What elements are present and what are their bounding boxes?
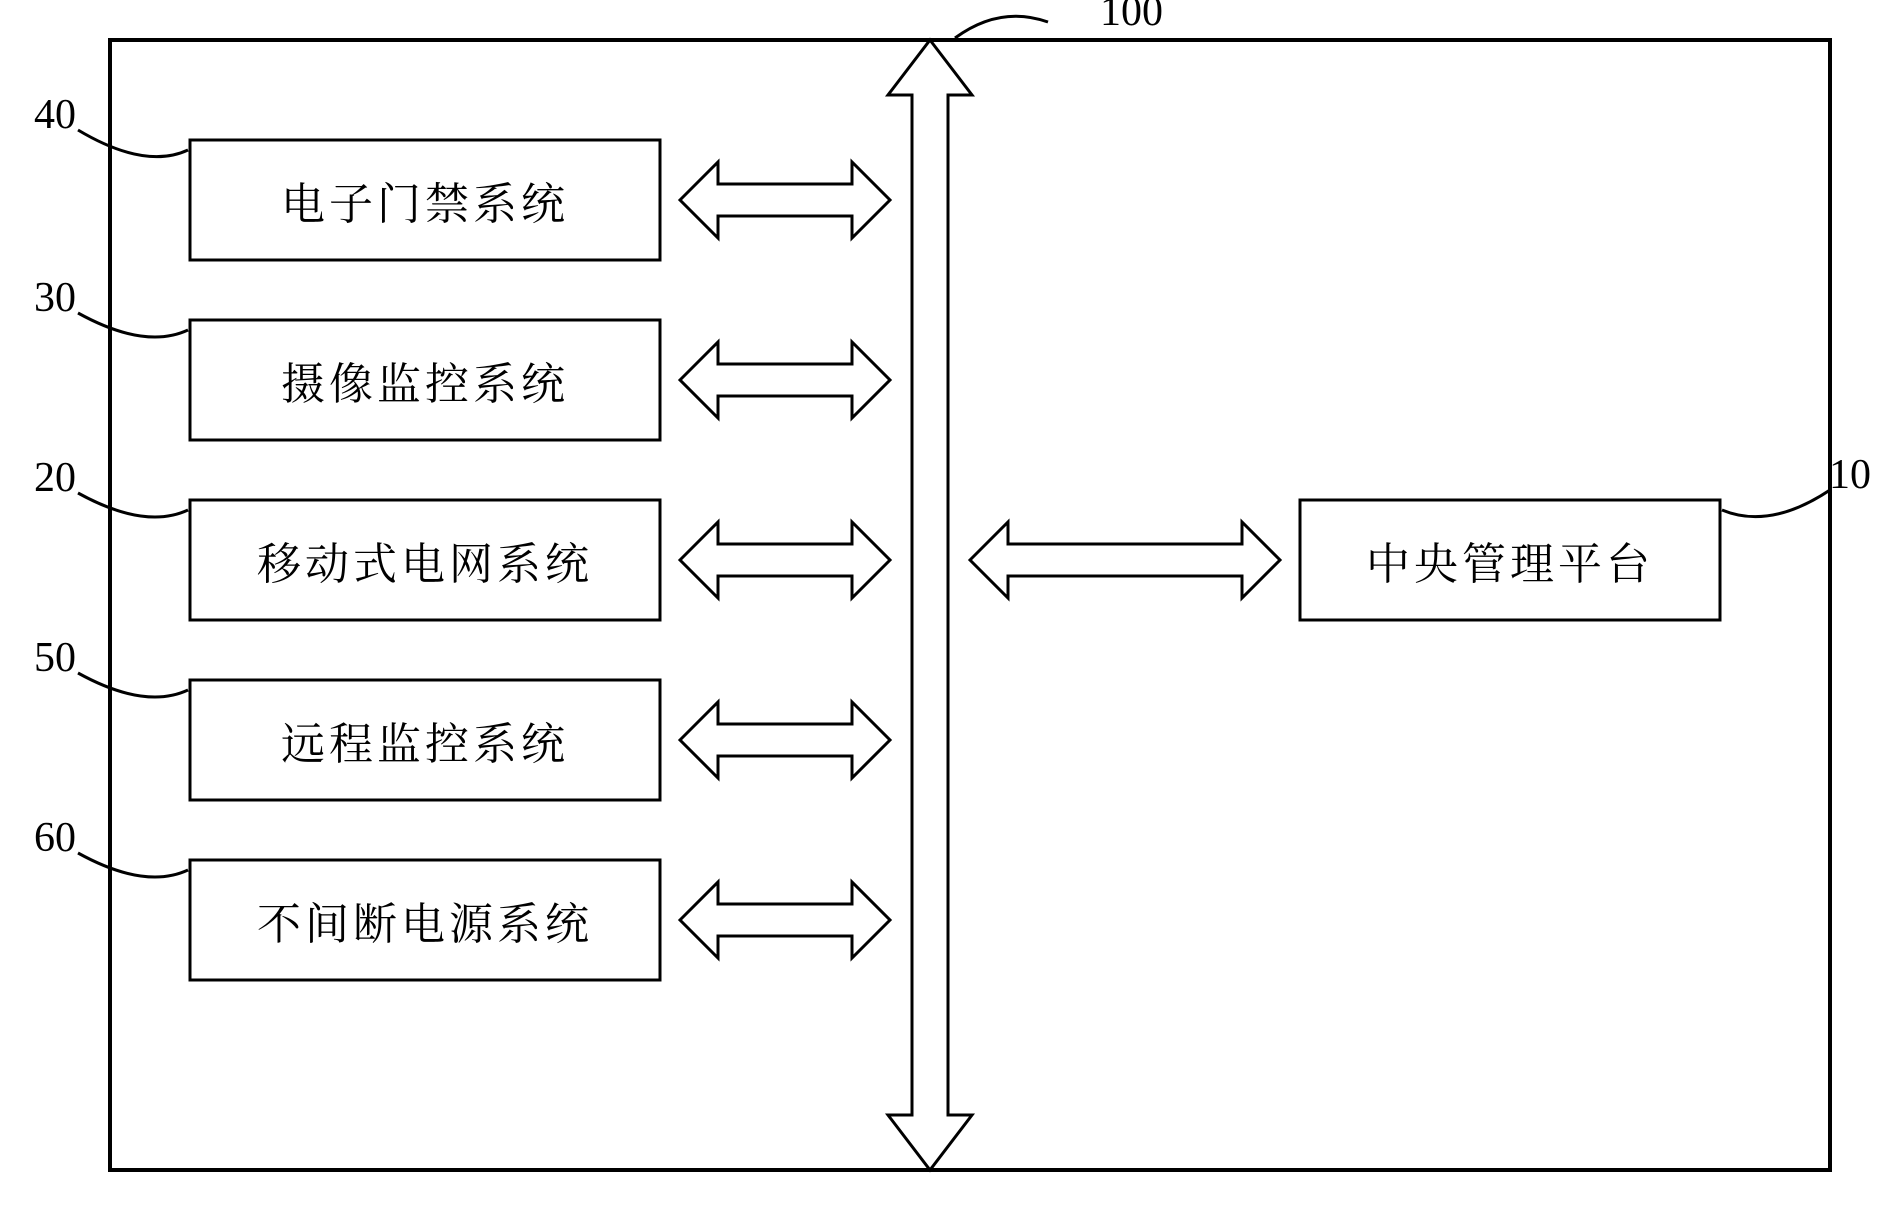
leader-60: [78, 853, 188, 877]
h-arrow-20: [680, 522, 890, 598]
ref-label-100: 100: [1100, 0, 1163, 35]
leader-30: [78, 313, 188, 337]
leader-40: [78, 130, 188, 157]
ref-label-30: 30: [34, 275, 76, 321]
h-arrow-50: [680, 702, 890, 778]
box-30-label: 摄像监控系统: [281, 348, 569, 412]
leader-20: [78, 493, 188, 517]
box-50-label: 远程监控系统: [281, 708, 569, 772]
ref-label-20: 20: [34, 455, 76, 501]
box-10-label: 中央管理平台: [1366, 528, 1654, 592]
leader-100: [955, 16, 1048, 38]
h-arrow-40: [680, 162, 890, 238]
box-60-label: 不间断电源系统: [257, 888, 593, 952]
vertical-bus-arrow: [888, 40, 972, 1170]
h-arrow-30: [680, 342, 890, 418]
box-20-label: 移动式电网系统: [257, 528, 593, 592]
box-40-label: 电子门禁系统: [281, 168, 569, 232]
leader-10: [1722, 490, 1830, 517]
system-block-diagram: 电子门禁系统摄像监控系统移动式电网系统远程监控系统不间断电源系统 中央管理平台 40…: [0, 0, 1895, 1214]
ref-label-40: 40: [34, 92, 76, 138]
ref-label-50: 50: [34, 635, 76, 681]
leader-50: [78, 673, 188, 697]
ref-label-10: 10: [1829, 452, 1871, 498]
h-arrow-60: [680, 882, 890, 958]
h-arrow-right: [970, 522, 1280, 598]
ref-label-60: 60: [34, 815, 76, 861]
